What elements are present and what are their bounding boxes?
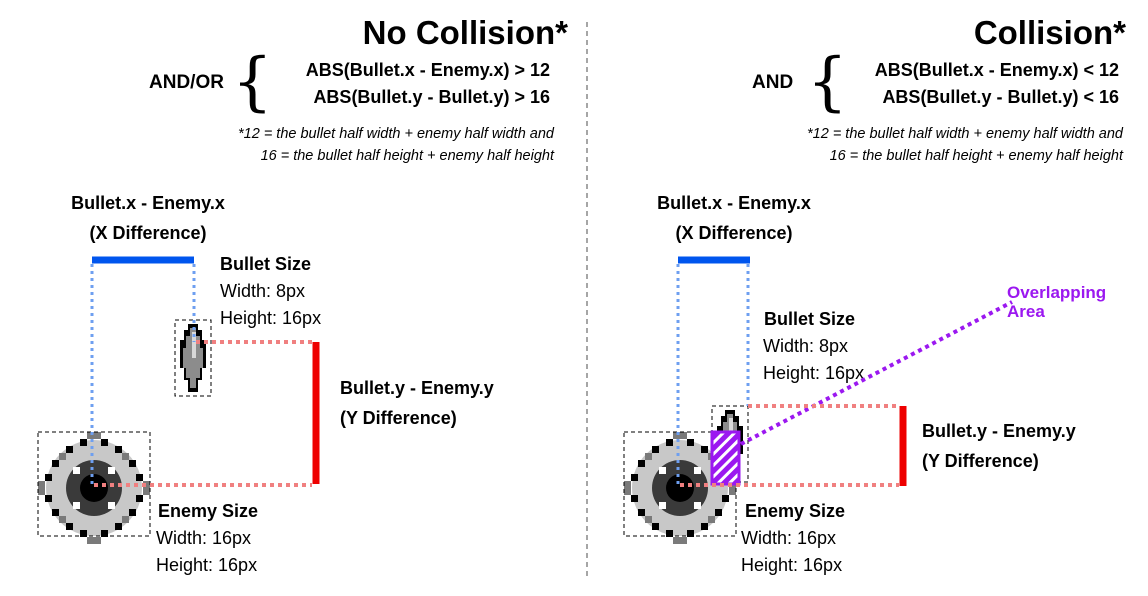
right-enemy-height: Height: 16px [741, 555, 843, 575]
left-formulas: ABS(Bullet.x - Enemy.x) > 12 ABS(Bullet.… [306, 57, 550, 111]
right-x-difference-label: Bullet.x - Enemy.x (X Difference) [644, 188, 824, 248]
right-y-difference-label: Bullet.y - Enemy.y (Y Difference) [922, 416, 1076, 476]
left-bullet-sprite [174, 319, 212, 397]
left-enemy-size: Enemy Size Width: 16px Height: 16px [156, 498, 258, 579]
left-bullet-size: Bullet Size Width: 8px Height: 16px [220, 251, 321, 332]
left-y-diff-text: Bullet.y - Enemy.y [340, 378, 494, 398]
overlapping-area-label: Overlapping Area [1007, 283, 1106, 321]
overlap-area-marker [710, 430, 741, 486]
right-y-diff-subtext: (Y Difference) [922, 451, 1039, 471]
right-footnote-line1: *12 = the bullet half width + enemy half… [807, 126, 1123, 142]
left-enemy-sprite [37, 431, 151, 545]
left-x-diff-subtext: (X Difference) [89, 223, 207, 243]
collision-title: Collision* [973, 14, 1126, 51]
left-enemy-height: Height: 16px [156, 555, 258, 575]
left-brace: { [232, 45, 273, 119]
and-or-label: AND/OR [149, 72, 224, 93]
left-footnote: *12 = the bullet half width + enemy half… [238, 123, 554, 167]
left-footnote-line1: *12 = the bullet half width + enemy half… [238, 126, 554, 142]
right-enemy-size: Enemy Size Width: 16px Height: 16px [741, 498, 845, 579]
right-y-diff-text: Bullet.y - Enemy.y [922, 421, 1076, 441]
right-bullet-size: Bullet Size Width: 8px Height: 16px [763, 306, 864, 387]
left-enemy-size-heading: Enemy Size [158, 501, 259, 521]
left-formula-y: ABS(Bullet.y - Bullet.y) > 16 [313, 87, 550, 107]
right-formula-y: ABS(Bullet.y - Bullet.y) < 16 [882, 87, 1119, 107]
left-x-difference-label: Bullet.x - Enemy.x (X Difference) [58, 188, 238, 248]
right-x-diff-subtext: (X Difference) [675, 223, 793, 243]
right-formula-x: ABS(Bullet.x - Enemy.x) < 12 [874, 60, 1119, 80]
left-enemy-width: Width: 16px [156, 528, 252, 548]
right-brace: { [807, 45, 848, 119]
left-bullet-width: Width: 8px [220, 281, 306, 301]
right-x-diff-text: Bullet.x - Enemy.x [657, 193, 811, 213]
left-formula-x: ABS(Bullet.x - Enemy.x) > 12 [305, 60, 550, 80]
and-label: AND [752, 72, 794, 93]
right-enemy-width: Width: 16px [741, 528, 837, 548]
right-footnote-line2: 16 = the bullet half height + enemy half… [829, 148, 1123, 164]
overlap-label-line1: Overlapping [1007, 283, 1107, 302]
right-footnote: *12 = the bullet half width + enemy half… [807, 123, 1123, 167]
left-bullet-size-heading: Bullet Size [220, 254, 312, 274]
right-bullet-size-heading: Bullet Size [764, 309, 856, 329]
left-y-diff-subtext: (Y Difference) [340, 408, 457, 428]
right-bullet-width: Width: 8px [763, 336, 849, 356]
left-bullet-height: Height: 16px [220, 308, 322, 328]
left-footnote-line2: 16 = the bullet half height + enemy half… [260, 148, 554, 164]
overlap-label-line2: Area [1007, 302, 1045, 321]
left-y-difference-label: Bullet.y - Enemy.y (Y Difference) [340, 373, 494, 433]
right-bullet-height: Height: 16px [763, 363, 865, 383]
overlap-pointer-line [740, 300, 1013, 446]
right-formulas: ABS(Bullet.x - Enemy.x) < 12 ABS(Bullet.… [875, 57, 1119, 111]
right-enemy-size-heading: Enemy Size [745, 501, 846, 521]
no-collision-title: No Collision* [362, 14, 568, 51]
left-x-diff-text: Bullet.x - Enemy.x [71, 193, 225, 213]
